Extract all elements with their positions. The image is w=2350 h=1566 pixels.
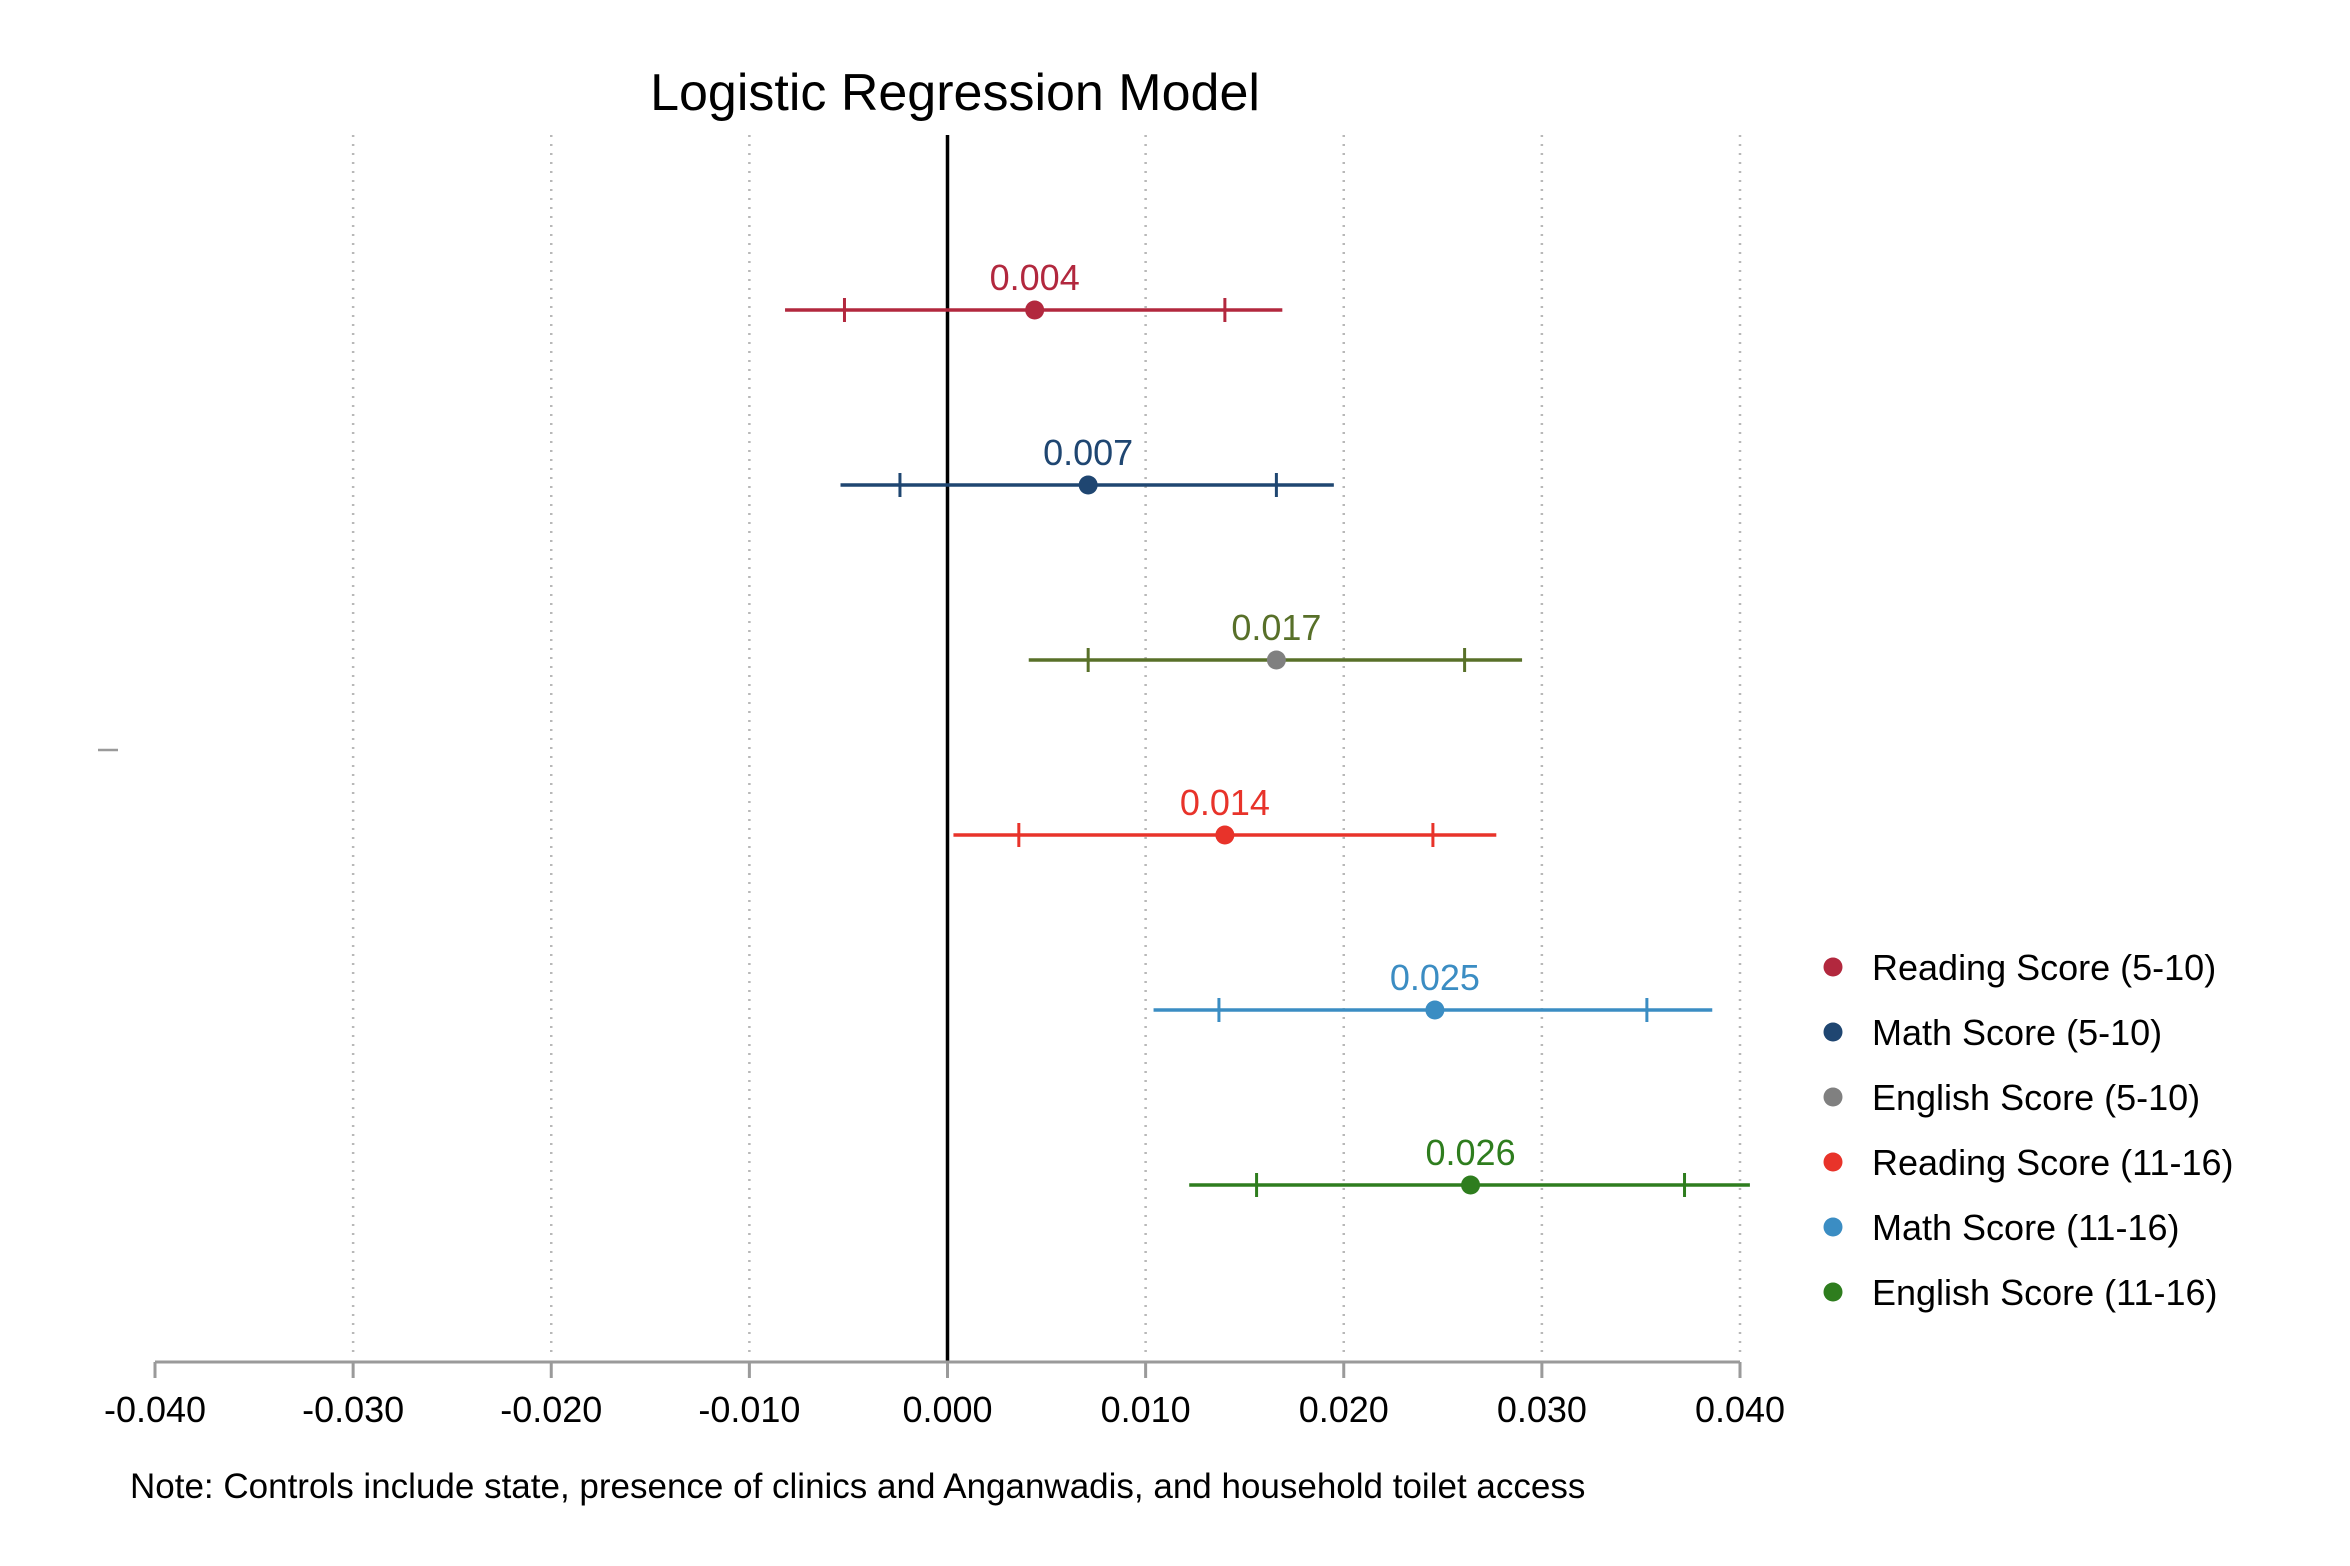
data-label: 0.007 bbox=[1043, 432, 1133, 473]
data-label: 0.014 bbox=[1180, 782, 1270, 823]
x-tick-label: 0.000 bbox=[902, 1389, 992, 1430]
legend-marker bbox=[1823, 1022, 1843, 1042]
point-estimate bbox=[1078, 475, 1098, 495]
legend-marker bbox=[1823, 1282, 1843, 1302]
data-label: 0.017 bbox=[1231, 607, 1321, 648]
legend: Reading Score (5-10) Math Score (5-10) Eng… bbox=[1823, 947, 2234, 1313]
point-estimate bbox=[1266, 650, 1286, 670]
coefficient-series: 0.004 0.007 0.017 0.014 0.025 0.026 bbox=[785, 257, 1750, 1197]
chart-title: Logistic Regression Model bbox=[650, 64, 1260, 122]
data-label: 0.004 bbox=[990, 257, 1080, 298]
legend-marker bbox=[1823, 1087, 1843, 1107]
legend-label: English Score (5-10) bbox=[1872, 1077, 2200, 1118]
point-estimate bbox=[1461, 1175, 1481, 1195]
x-axis: -0.040 -0.030 -0.020 -0.010 0.000 0.010 0.020 0… bbox=[104, 1360, 1785, 1430]
legend-label: Reading Score (11-16) bbox=[1872, 1142, 2234, 1183]
legend-label: Reading Score (5-10) bbox=[1872, 947, 2216, 988]
x-tick-label: -0.040 bbox=[104, 1389, 206, 1430]
legend-marker bbox=[1823, 957, 1843, 977]
coefficient-row: 0.025 bbox=[1153, 957, 1713, 1022]
legend-entry: Reading Score (5-10) bbox=[1823, 947, 2216, 988]
x-tick-label: 0.030 bbox=[1497, 1389, 1587, 1430]
coefficient-row: 0.026 bbox=[1189, 1132, 1750, 1197]
legend-entry: Math Score (5-10) bbox=[1823, 1012, 2162, 1053]
point-estimate bbox=[1425, 1000, 1445, 1020]
chart-note: Note: Controls include state, presence o… bbox=[130, 1467, 1585, 1506]
legend-entry: Reading Score (11-16) bbox=[1823, 1142, 2234, 1183]
x-tick-label: 0.010 bbox=[1101, 1389, 1191, 1430]
coefficient-row: 0.004 bbox=[785, 257, 1283, 322]
data-label: 0.025 bbox=[1390, 957, 1480, 998]
x-tick-label: 0.040 bbox=[1695, 1389, 1785, 1430]
data-label: 0.026 bbox=[1426, 1132, 1516, 1173]
legend-entry: Math Score (11-16) bbox=[1823, 1207, 2179, 1248]
legend-label: English Score (11-16) bbox=[1872, 1272, 2218, 1313]
legend-label: Math Score (11-16) bbox=[1872, 1207, 2179, 1248]
x-tick-label: -0.020 bbox=[500, 1389, 602, 1430]
point-estimate bbox=[1215, 825, 1235, 845]
x-tick-label: 0.020 bbox=[1299, 1389, 1389, 1430]
coefficient-row: 0.014 bbox=[953, 782, 1497, 847]
coefficient-row: 0.017 bbox=[1028, 607, 1523, 672]
legend-entry: English Score (11-16) bbox=[1823, 1272, 2218, 1313]
x-tick-label: -0.010 bbox=[698, 1389, 800, 1430]
x-tick-label: -0.030 bbox=[302, 1389, 404, 1430]
legend-entry: English Score (5-10) bbox=[1823, 1077, 2200, 1118]
point-estimate bbox=[1025, 300, 1045, 320]
coefficient-row: 0.007 bbox=[840, 432, 1334, 497]
legend-marker bbox=[1823, 1217, 1843, 1237]
legend-marker bbox=[1823, 1152, 1843, 1172]
legend-label: Math Score (5-10) bbox=[1872, 1012, 2162, 1053]
